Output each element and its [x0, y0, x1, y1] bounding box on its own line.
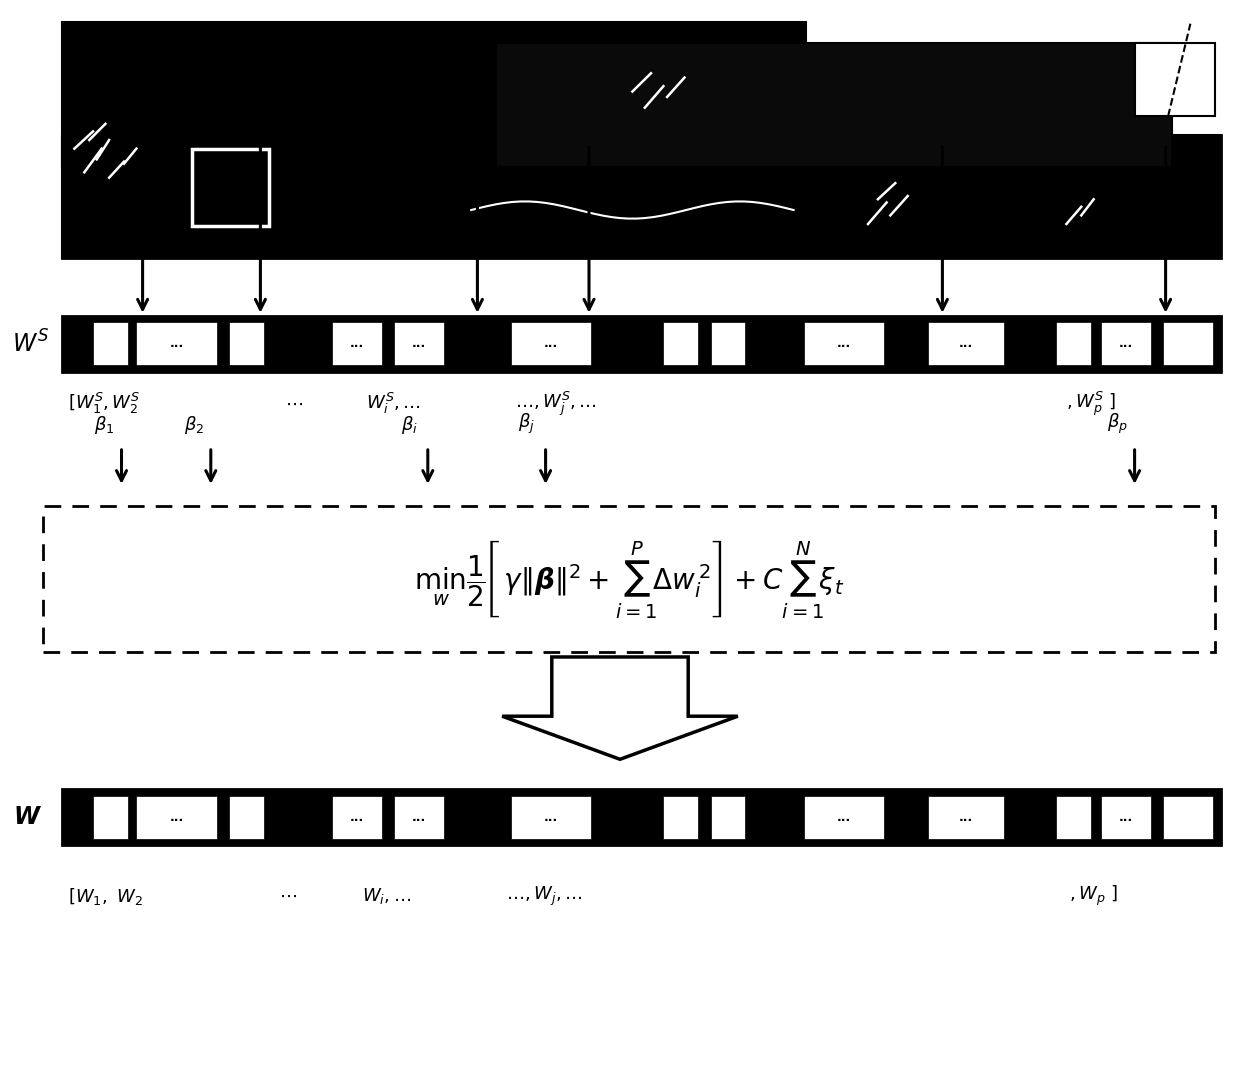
Bar: [928, 322, 1004, 365]
Bar: [62, 316, 1221, 372]
Bar: [511, 796, 591, 839]
Bar: [1101, 322, 1151, 365]
Text: $\beta_p$: $\beta_p$: [1107, 412, 1128, 436]
Bar: [1101, 796, 1151, 839]
Text: $[W_1,\ W_2$: $[W_1,\ W_2$: [68, 885, 143, 907]
Bar: [332, 322, 382, 365]
Bar: [711, 322, 745, 365]
Polygon shape: [502, 657, 738, 759]
Bar: [62, 135, 1221, 258]
Bar: [804, 796, 884, 839]
Bar: [1135, 43, 1215, 116]
Bar: [496, 43, 1172, 167]
Text: ...: ...: [350, 811, 365, 824]
Text: $[W_1^S,W_2^S$: $[W_1^S,W_2^S$: [68, 391, 140, 417]
Text: $W_i,\ldots$: $W_i,\ldots$: [362, 886, 412, 906]
Text: $\ldots,W_j^S,\ldots$: $\ldots,W_j^S,\ldots$: [515, 390, 596, 418]
Bar: [1056, 322, 1091, 365]
Bar: [229, 796, 264, 839]
Bar: [663, 322, 698, 365]
Text: ...: ...: [837, 337, 851, 350]
Bar: [1163, 796, 1213, 839]
Polygon shape: [62, 22, 1221, 258]
Text: ...: ...: [959, 811, 973, 824]
Text: $\cdots$: $\cdots$: [279, 887, 298, 905]
Text: $\beta_i$: $\beta_i$: [401, 415, 418, 436]
Text: $W_i^S,\ldots$: $W_i^S,\ldots$: [366, 391, 420, 417]
Text: ...: ...: [1118, 337, 1133, 350]
Bar: [93, 322, 128, 365]
Bar: [1056, 796, 1091, 839]
Text: $\beta_2$: $\beta_2$: [184, 415, 203, 436]
Text: $\underset{w}{\min}\dfrac{1}{2}\!\left[\,\gamma\|\boldsymbol{\beta}\|^{2}+\sum_{: $\underset{w}{\min}\dfrac{1}{2}\!\left[\…: [414, 537, 844, 620]
Text: $\boldsymbol{W^S}$: $\boldsymbol{W^S}$: [12, 330, 50, 358]
Bar: [711, 796, 745, 839]
Text: $\boldsymbol{W}$: $\boldsymbol{W}$: [12, 806, 42, 829]
Bar: [394, 322, 444, 365]
Text: ...: ...: [350, 337, 365, 350]
Text: $\cdots$: $\cdots$: [285, 395, 304, 412]
Text: ...: ...: [412, 337, 427, 350]
Text: $,W_p^S\ ]$: $,W_p^S\ ]$: [1066, 390, 1116, 418]
Bar: [332, 796, 382, 839]
Bar: [62, 789, 1221, 845]
Bar: [136, 322, 217, 365]
Bar: [1163, 322, 1213, 365]
Bar: [62, 22, 806, 167]
Text: $\beta_1$: $\beta_1$: [94, 415, 114, 436]
Bar: [511, 322, 591, 365]
Bar: [663, 796, 698, 839]
Bar: [928, 796, 1004, 839]
Text: ...: ...: [412, 811, 427, 824]
Text: ...: ...: [544, 337, 558, 350]
Text: $\beta_j$: $\beta_j$: [518, 412, 536, 436]
Text: ...: ...: [170, 337, 184, 350]
Bar: [93, 796, 128, 839]
Bar: [394, 796, 444, 839]
Text: ...: ...: [959, 337, 973, 350]
Text: ...: ...: [837, 811, 851, 824]
Bar: [192, 149, 269, 226]
Bar: [229, 322, 264, 365]
Text: $\ldots,W_j,\ldots$: $\ldots,W_j,\ldots$: [506, 884, 582, 908]
Bar: [136, 796, 217, 839]
Bar: [804, 322, 884, 365]
Text: ...: ...: [170, 811, 184, 824]
Text: ...: ...: [544, 811, 558, 824]
Text: $,W_p\ ]$: $,W_p\ ]$: [1069, 884, 1117, 908]
Text: ...: ...: [1118, 811, 1133, 824]
